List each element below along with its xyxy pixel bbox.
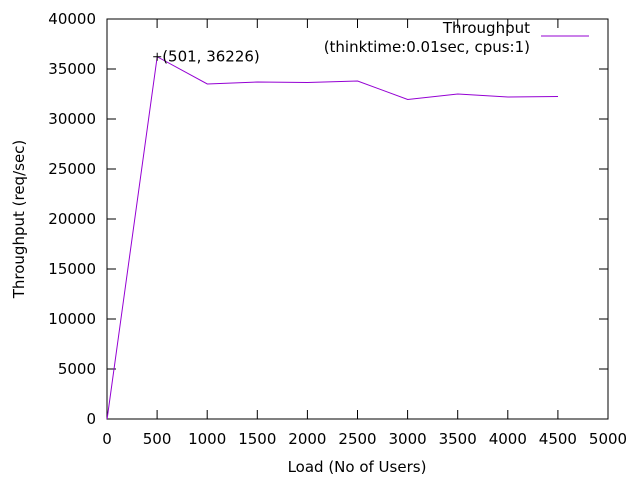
y-tick-label: 30000	[48, 110, 96, 128]
x-tick-label: 500	[143, 430, 172, 448]
y-tick-label: 5000	[58, 360, 96, 378]
x-tick-label: 2500	[338, 430, 376, 448]
x-tick-label: 2000	[288, 430, 326, 448]
y-tick-label: 35000	[48, 60, 96, 78]
legend-label-line-2: (thinktime:0.01sec, cpus:1)	[324, 38, 530, 56]
x-tick-label: 4500	[539, 430, 577, 448]
x-tick-label: 3000	[389, 430, 427, 448]
y-tick-label: 25000	[48, 160, 96, 178]
x-tick-label: 5000	[589, 430, 627, 448]
y-tick-label: 10000	[48, 310, 96, 328]
x-axis-label: Load (No of Users)	[288, 458, 427, 476]
y-axis-label: Throughput (req/sec)	[10, 140, 28, 300]
x-axis-ticks: 0 500 1000 1500 2000 2500 3000 3500 4000 4500 5000	[102, 19, 627, 448]
y-tick-label: 40000	[48, 10, 96, 28]
legend: Throughput (thinktime:0.01sec, cpus:1)	[324, 19, 589, 56]
y-tick-label: 20000	[48, 210, 96, 228]
series-layer	[106, 55, 559, 420]
x-tick-label: 0	[102, 430, 112, 448]
plot-frame	[106, 18, 609, 420]
legend-label-line-1: Throughput	[442, 19, 530, 37]
x-tick-label: 4000	[489, 430, 527, 448]
y-axis-ticks: 0 5000 10000 15000 20000 25000 30000 35000 40000	[48, 10, 608, 428]
annotation-layer: (501, 36226)	[153, 48, 260, 66]
series-line-0	[106, 55, 559, 420]
x-tick-label: 1500	[238, 430, 276, 448]
y-tick-label: 15000	[48, 260, 96, 278]
annotation-label: (501, 36226)	[162, 48, 260, 66]
y-tick-label: 0	[86, 410, 96, 428]
x-tick-label: 3500	[439, 430, 477, 448]
x-tick-label: 1000	[188, 430, 226, 448]
